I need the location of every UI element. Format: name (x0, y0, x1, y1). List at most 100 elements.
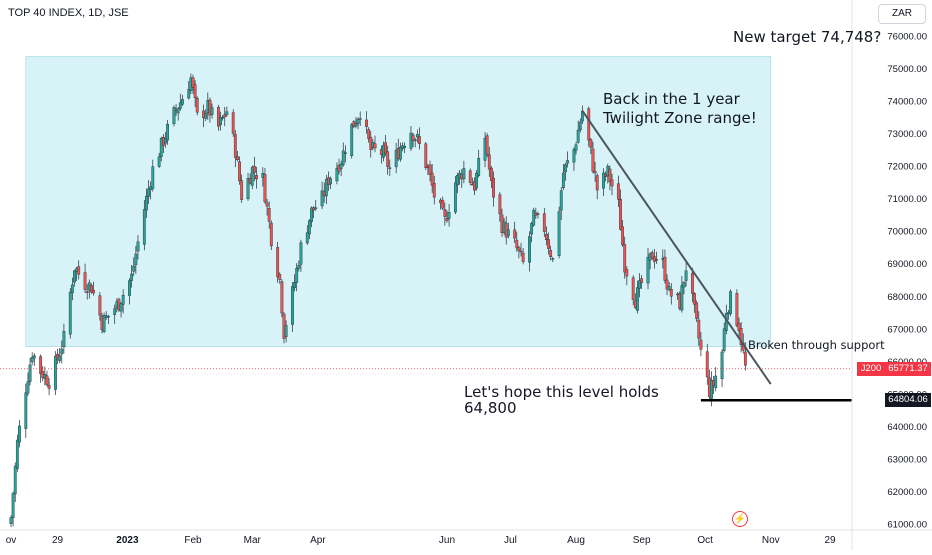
y-tick-label: 67000.00 (887, 324, 927, 335)
candle-body (73, 270, 76, 283)
candle (619, 189, 622, 231)
candle-body (151, 166, 155, 189)
candle-body (106, 315, 110, 318)
candle (314, 199, 318, 211)
candle-body (667, 286, 671, 290)
candle-body (542, 213, 546, 232)
candle (411, 132, 415, 148)
candle (18, 419, 21, 448)
candle (68, 288, 72, 339)
candle (62, 323, 66, 354)
chart-title: TOP 40 INDEX, 1D, JSE (8, 7, 129, 19)
candle (398, 142, 402, 162)
candle (547, 232, 550, 255)
candle-body (178, 102, 182, 109)
candle (193, 80, 197, 108)
candle (475, 170, 478, 191)
candle-body (18, 425, 21, 443)
candle (536, 211, 540, 219)
candle (403, 142, 407, 154)
candle-body (705, 351, 709, 378)
candle (665, 274, 669, 296)
candle-body (92, 289, 95, 294)
candle (354, 117, 358, 129)
candle (623, 236, 627, 279)
candle-body (640, 278, 644, 283)
candle-body (462, 168, 466, 180)
candle-body (130, 273, 134, 281)
annotation-support-line2: 64,800 (464, 399, 517, 417)
candle-body (9, 517, 13, 524)
candle-body (223, 114, 227, 118)
candle (73, 269, 76, 287)
candle (388, 159, 392, 176)
candle (58, 347, 62, 364)
candle (492, 171, 495, 207)
candle (358, 111, 362, 126)
candle (655, 251, 658, 264)
candle-body (70, 284, 74, 293)
candle (204, 109, 208, 122)
candle-body (329, 178, 332, 185)
candle (697, 311, 701, 346)
candle-body (691, 272, 694, 294)
candle (13, 462, 17, 502)
candle (98, 291, 102, 321)
annotation-range-line2: Twilight Zone range! (603, 109, 757, 127)
y-tick-label: 61000.00 (887, 520, 927, 531)
candle-body (231, 112, 235, 134)
candle (616, 175, 620, 208)
candle-body (157, 156, 161, 167)
candle (640, 275, 644, 289)
candle (693, 292, 696, 313)
candle (519, 242, 523, 257)
candle (85, 284, 89, 300)
candle (595, 173, 599, 200)
candle (267, 201, 271, 229)
candle (549, 245, 553, 261)
candle-body (278, 274, 282, 280)
candle (191, 74, 195, 94)
candle (610, 173, 614, 196)
candle-body (172, 107, 176, 124)
candle (682, 281, 686, 295)
range-zone (25, 56, 772, 347)
candle (240, 174, 244, 203)
candle-body (320, 190, 324, 207)
candle (667, 282, 671, 292)
candle (729, 289, 732, 317)
candle-body (589, 139, 593, 148)
candle-body (119, 303, 123, 312)
currency-selector[interactable]: ZAR (878, 4, 926, 24)
candle (532, 207, 536, 227)
flash-icon[interactable]: ⚡ (732, 511, 748, 527)
candle-body (358, 118, 362, 120)
candle-body (625, 269, 629, 277)
candle-body (549, 249, 553, 258)
candle (32, 353, 36, 366)
candle (428, 160, 432, 182)
candle (506, 222, 510, 239)
candle-body (489, 167, 493, 181)
candle-body (413, 139, 417, 142)
candle-body (341, 150, 345, 165)
candle (195, 96, 199, 116)
candle-body (310, 207, 313, 222)
candle (47, 378, 51, 396)
candle (83, 263, 87, 294)
candle (176, 106, 180, 121)
candle (265, 198, 269, 216)
candle-body (77, 266, 81, 275)
x-tick-label: Jul (504, 535, 517, 546)
candle-body (386, 151, 390, 167)
candle-body (60, 348, 64, 355)
candle (365, 111, 368, 134)
candle-body (85, 291, 89, 293)
candle-body (475, 173, 478, 189)
candle-body (710, 380, 713, 399)
candle-body (299, 242, 303, 265)
x-tick-label: Oct (697, 535, 713, 546)
candle (650, 250, 654, 260)
candle (39, 354, 43, 383)
